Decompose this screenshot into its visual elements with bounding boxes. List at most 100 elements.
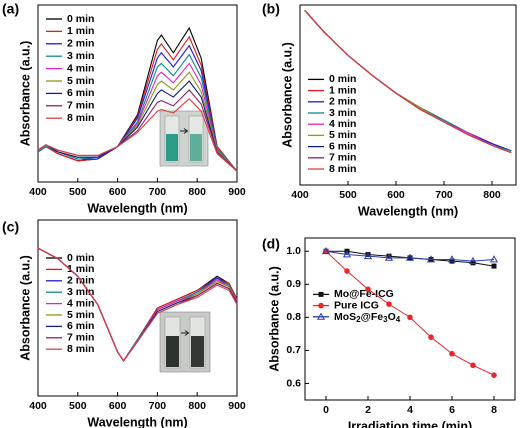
series-line: [37, 80, 238, 172]
legend-label: Pure ICG: [334, 299, 379, 311]
legend-label: 7 min: [329, 152, 356, 164]
marker: [321, 247, 331, 255]
plot-frame: [37, 219, 238, 397]
marker: [468, 256, 478, 265]
x-tick-label: 800: [188, 186, 206, 198]
x-tick-label: 600: [109, 400, 127, 412]
x-axis-title: Wavelength (nm): [87, 415, 187, 428]
marker: [491, 263, 497, 269]
series-line: [37, 35, 238, 172]
marker: [470, 260, 476, 266]
x-tick-label: 500: [339, 189, 357, 201]
panel-label: (b): [262, 1, 280, 17]
plot-frame: [299, 4, 517, 186]
legend-label: 4 min: [329, 118, 356, 130]
y-axis-title: Absorbance (a.u.): [280, 42, 294, 148]
legend-label: 1 min: [67, 25, 94, 37]
x-tick-label: 600: [109, 186, 127, 198]
marker: [386, 253, 392, 259]
legend-label: 3 min: [329, 107, 356, 119]
legend-marker: [318, 291, 324, 297]
x-tick-label: 700: [149, 400, 167, 412]
x-tick-label: 600: [387, 189, 405, 201]
marker: [363, 251, 373, 260]
legend-label: 1 min: [329, 84, 356, 96]
x-tick-label: 6: [449, 404, 455, 416]
legend-label: 8 min: [67, 112, 94, 124]
legend-label: 6 min: [67, 87, 94, 99]
panel-label: (c): [2, 219, 19, 235]
x-tick-label: 700: [149, 186, 167, 198]
inset-photo-c: [159, 311, 211, 373]
marker: [384, 253, 394, 261]
y-tick-label: 0.9: [286, 278, 301, 290]
x-axis-title: Wavelength (nm): [87, 201, 187, 215]
x-tick-label: 2: [365, 404, 371, 416]
legend-label: 6 min: [67, 320, 94, 332]
marker: [489, 255, 499, 263]
legend-label: 5 min: [67, 75, 94, 87]
marker: [386, 301, 392, 307]
marker: [447, 255, 457, 263]
panel-label: (d): [262, 236, 280, 252]
marker: [449, 350, 455, 357]
marker: [407, 314, 413, 321]
legend-marker: [316, 312, 326, 320]
marker: [449, 258, 455, 264]
y-axis-title: Absorbance (a.u.): [18, 41, 32, 147]
y-tick-label: 0.7: [286, 344, 301, 356]
legend-label: 2 min: [329, 96, 356, 108]
legend-label: 6 min: [329, 140, 356, 152]
series-line: [304, 10, 512, 154]
legend-label: 7 min: [67, 332, 94, 344]
marker: [470, 362, 476, 369]
x-axis-title: Irradiation time (min): [348, 419, 472, 428]
panel-label: (a): [2, 1, 19, 17]
x-axis-title: Wavelength (nm): [358, 204, 458, 218]
legend-label: 8 min: [67, 343, 94, 355]
legend-label: 3 min: [67, 286, 94, 298]
inset-photo-a: [159, 110, 209, 167]
x-tick-label: 500: [69, 400, 87, 412]
legend-label: 4 min: [67, 297, 94, 309]
legend-label: 5 min: [67, 309, 94, 321]
x-tick-label: 8: [491, 404, 497, 416]
y-tick-label: 0.8: [286, 311, 301, 323]
legend-label: 8 min: [329, 163, 356, 175]
y-axis-title: Absorbance (a.u.): [18, 255, 32, 361]
legend-label: 0 min: [67, 252, 94, 264]
legend-label: 0 min: [329, 73, 356, 85]
series-line: [325, 250, 495, 262]
x-tick-label: 400: [29, 186, 47, 198]
y-axis-title: Absorbance (a.u.): [267, 266, 281, 372]
x-tick-label: 400: [29, 400, 47, 412]
legend-label: 1 min: [67, 263, 94, 275]
marker: [365, 252, 371, 258]
x-tick-label: 900: [228, 400, 246, 412]
legend-label: 0 min: [67, 13, 94, 25]
marker: [365, 286, 371, 293]
y-tick-label: 0.6: [286, 377, 301, 389]
legend-label: 3 min: [67, 50, 94, 62]
x-tick-label: 0: [323, 404, 329, 416]
marker: [405, 253, 415, 261]
x-tick-label: 500: [69, 186, 87, 198]
x-tick-label: 800: [483, 189, 501, 201]
legend-label: 5 min: [329, 129, 356, 141]
legend-label: 7 min: [67, 100, 94, 112]
x-tick-label: 400: [291, 189, 309, 201]
y-tick-label: 1.0: [286, 245, 301, 257]
legend-marker: [318, 302, 324, 309]
legend-label: Mo@Fe-ICG: [334, 288, 394, 300]
series-line: [37, 247, 238, 362]
legend-label: 4 min: [67, 62, 94, 74]
x-tick-label: 700: [435, 189, 453, 201]
legend-label: 2 min: [67, 38, 94, 50]
x-tick-label: 900: [228, 186, 246, 198]
plot-frame: [37, 4, 238, 183]
legend-label: MoS2@Fe3O4: [334, 311, 401, 324]
marker: [428, 334, 434, 340]
x-tick-label: 800: [188, 400, 206, 412]
marker: [344, 268, 350, 274]
series-line: [37, 98, 238, 172]
